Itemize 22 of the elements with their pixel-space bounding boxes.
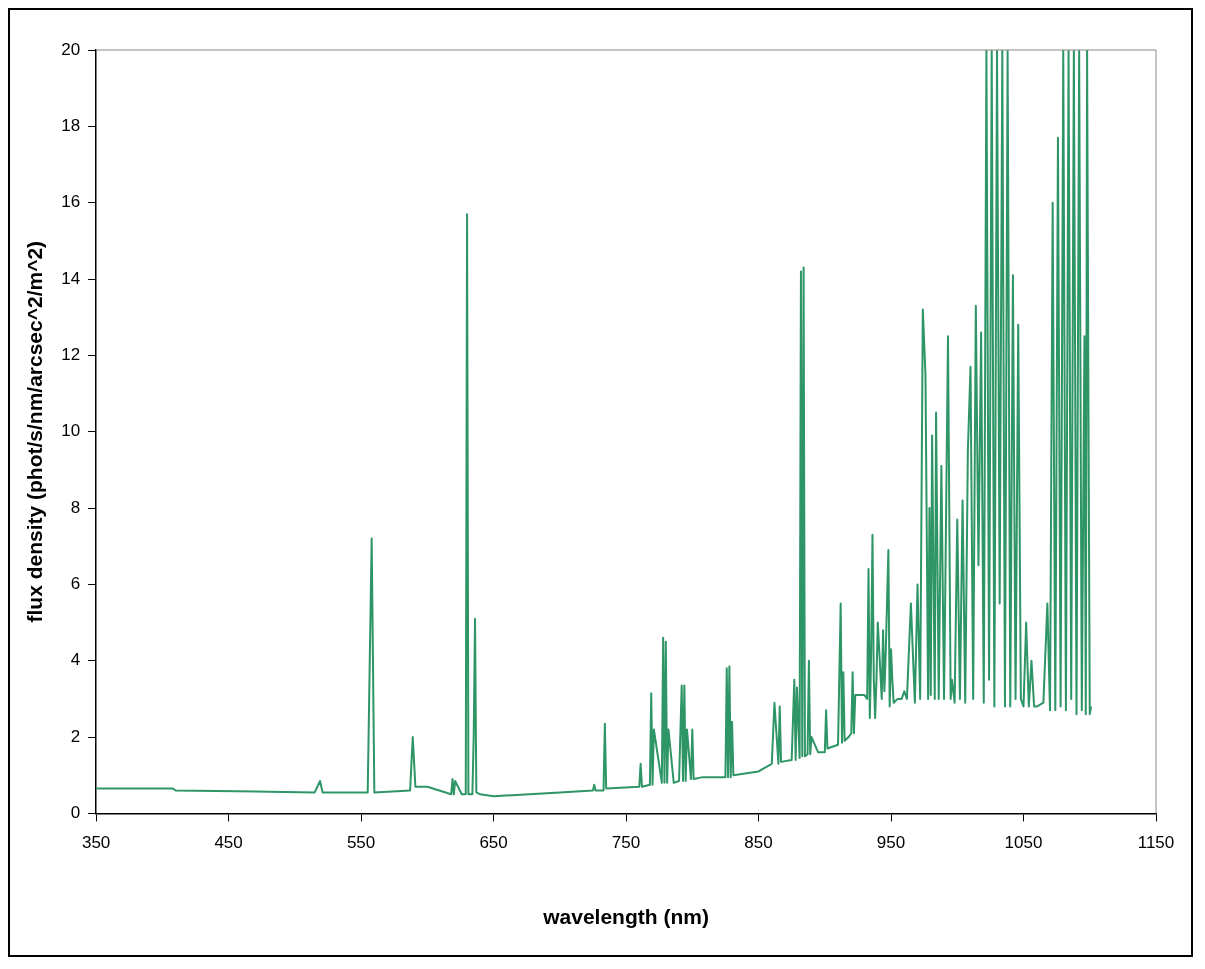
y-tick-label: 2 <box>70 726 81 746</box>
x-tick-label: 1150 <box>1137 833 1175 853</box>
x-tick-label: 450 <box>214 833 243 853</box>
y-axis-title: flux density (phot/s/nm/arcsec^2/m^2) <box>23 240 47 623</box>
x-tick-label: 550 <box>346 833 376 853</box>
x-tick-label: 750 <box>611 833 641 853</box>
y-tick-label: 14 <box>61 268 81 288</box>
x-tick-label: 1050 <box>1004 833 1043 853</box>
y-tick-label: 4 <box>70 650 81 670</box>
x-tick-label: 850 <box>744 833 773 853</box>
x-tick-label: 350 <box>81 833 111 853</box>
x-tick-label: 950 <box>876 833 906 853</box>
y-tick-label: 6 <box>70 574 81 594</box>
y-tick-label: 10 <box>61 421 81 441</box>
x-tick-label: 650 <box>479 833 508 853</box>
y-tick-label: 8 <box>70 497 81 517</box>
y-tick-label: 0 <box>70 803 81 823</box>
y-tick-label: 16 <box>61 192 81 212</box>
y-tick-label: 12 <box>61 345 81 365</box>
y-tick-label: 18 <box>61 116 81 136</box>
y-tick-label: 20 <box>61 39 81 59</box>
x-axis-title: wavelength (nm) <box>542 905 709 929</box>
